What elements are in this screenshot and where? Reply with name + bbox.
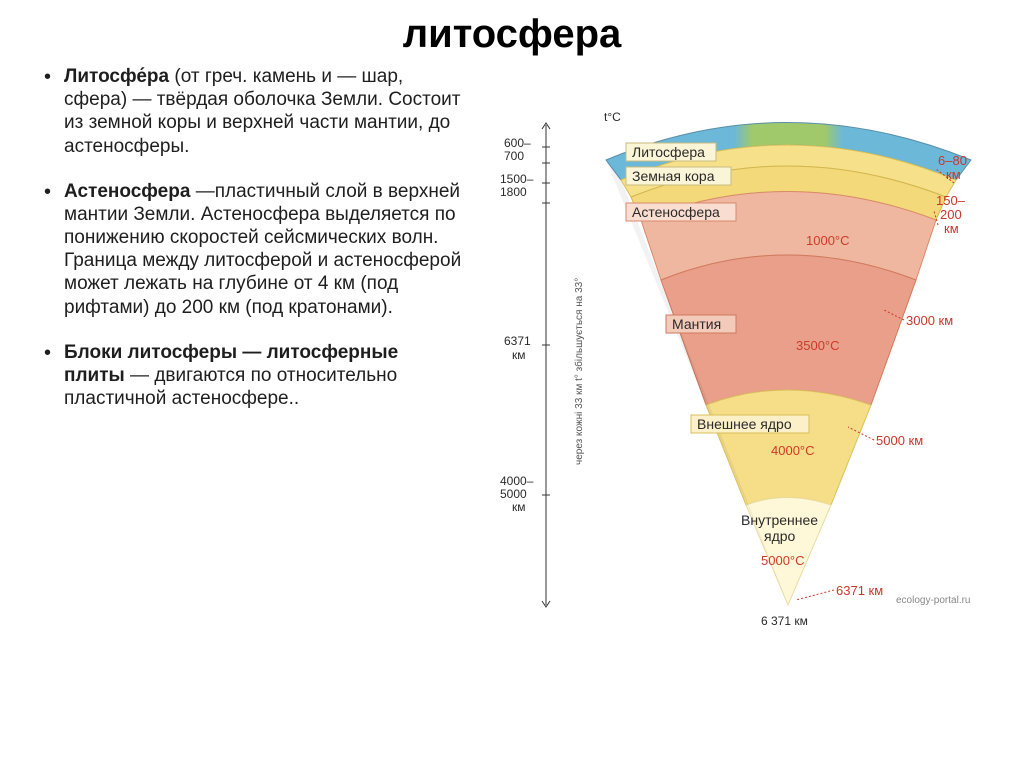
temp-4000: 4000°C (771, 443, 815, 458)
diagram-column: Литосфера Земная кора Астеносфера Мантия… (476, 65, 1000, 432)
temp-left-4a: 4000– (500, 474, 534, 488)
temp-left-4b: 5000 (500, 487, 527, 501)
page-title: литосфера (0, 0, 1024, 57)
svg-text:Земная кора: Земная кора (632, 168, 715, 184)
vertical-note: через кожні 33 км t° збільшується на 33° (573, 278, 585, 465)
bullet-3: • Блоки литосферы — литосферные плиты — … (44, 341, 464, 411)
svg-text:Мантия: Мантия (672, 316, 721, 332)
bullet-dot: • (44, 65, 64, 158)
text-column: • Литосфе́ра (от греч. камень и — шар, с… (44, 65, 464, 432)
bullet-text: Блоки литосферы — литосферные плиты — дв… (64, 341, 464, 411)
depth-r5: 6371 км (836, 583, 883, 598)
temp-left-2b: 1800 (500, 185, 527, 199)
temp-3500: 3500°C (796, 338, 840, 353)
tc-header: t°C (604, 110, 621, 124)
temp-left-1a: 600– (504, 136, 531, 150)
depth-r1b: км (946, 167, 961, 182)
temp-5000: 5000°C (761, 553, 805, 568)
bullet-1: • Литосфе́ра (от греч. камень и — шар, с… (44, 65, 464, 158)
b2-bold: Астеносфера (64, 181, 190, 202)
svg-text:Астеносфера: Астеносфера (632, 204, 720, 220)
depth-r4: 5000 км (876, 433, 923, 448)
bullet-text: Литосфе́ра (от греч. камень и — шар, сфе… (64, 65, 464, 158)
bullet-2: • Астеносфера —пластичный слой в верхней… (44, 180, 464, 319)
depth-r3: 3000 км (906, 313, 953, 328)
b1-bold: Литосфе́ра (64, 66, 169, 87)
depth-r1a: 6–80 (938, 153, 967, 168)
bullet-text: Астеносфера —пластичный слой в верхней м… (64, 180, 464, 319)
temp-left-2a: 1500– (500, 172, 534, 186)
temp-left-1b: 700 (504, 149, 524, 163)
earth-wedge-diagram: Литосфера Земная кора Астеносфера Мантия… (486, 105, 996, 645)
temp-1000: 1000°C (806, 233, 850, 248)
inner-core-label-1: Внутреннее (741, 512, 818, 528)
watermark: ecology-portal.ru (896, 595, 970, 606)
temp-left-3b: км (512, 348, 526, 362)
content-row: • Литосфе́ра (от греч. камень и — шар, с… (0, 57, 1024, 432)
temp-left-3a: 6371 (504, 334, 531, 348)
bullet-dot: • (44, 180, 64, 319)
svg-text:Внешнее ядро: Внешнее ядро (697, 416, 792, 432)
temp-left-4c: км (512, 500, 526, 514)
svg-text:Литосфера: Литосфера (632, 144, 705, 160)
inner-core-label-2: ядро (764, 528, 796, 544)
depth-r2b: 200 (940, 207, 962, 222)
depth-r2a: 150– (936, 193, 966, 208)
bullet-dot: • (44, 341, 64, 411)
depth-r2c: км (944, 221, 959, 236)
bottom-depth-label: 6 371 км (761, 614, 808, 628)
